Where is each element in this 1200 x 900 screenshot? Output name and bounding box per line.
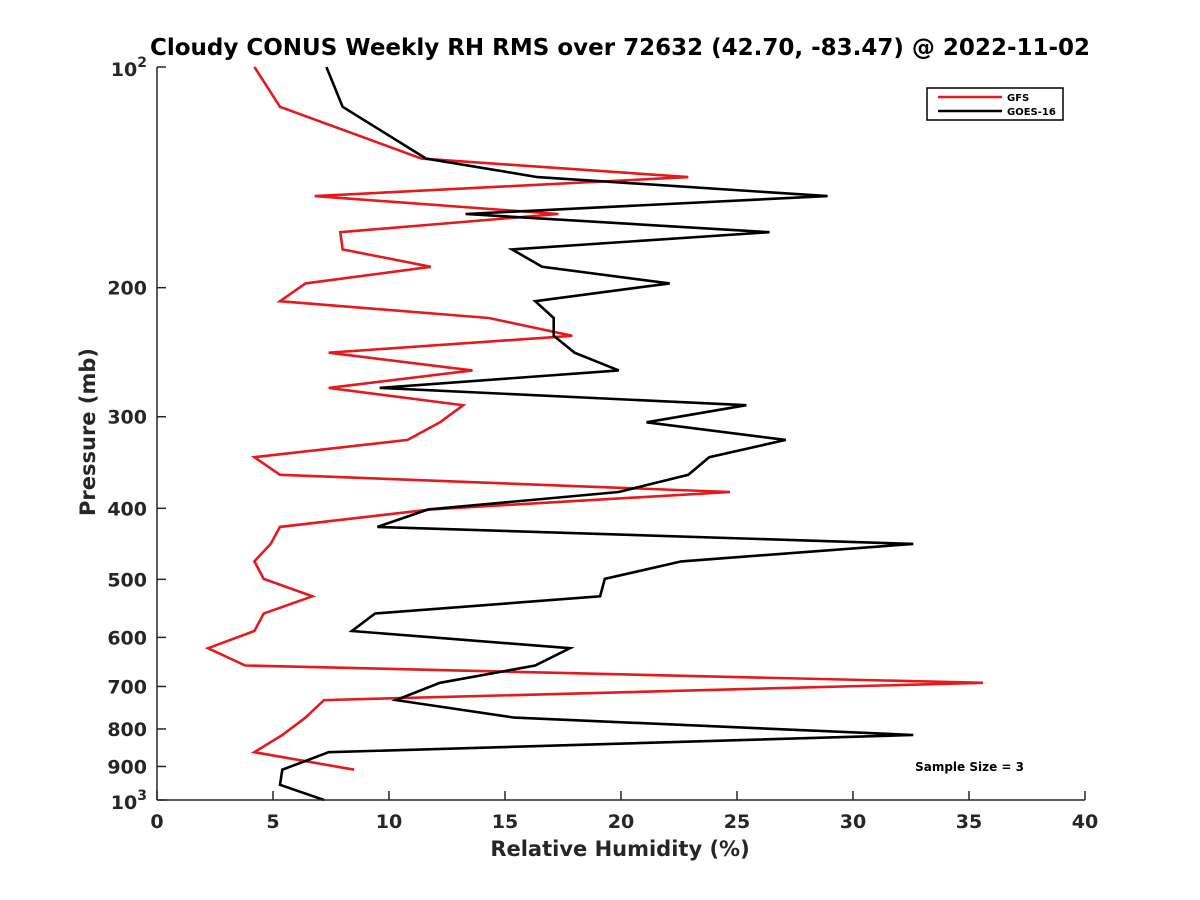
x-tick-label: 10 <box>376 811 402 833</box>
chart-title: Cloudy CONUS Weekly RH RMS over 72632 (4… <box>150 35 1090 61</box>
y-axis-title: Pressure (mb) <box>76 348 100 516</box>
x-tick-label: 5 <box>266 811 279 833</box>
x-tick-label: 40 <box>1072 811 1098 833</box>
sample-size-annotation: Sample Size = 3 <box>915 760 1024 774</box>
y-tick-label: 600 <box>107 627 147 649</box>
x-tick-label: 20 <box>608 811 634 833</box>
y-tick-label: 200 <box>107 278 147 300</box>
x-tick-label: 30 <box>840 811 866 833</box>
series-line-gfs <box>204 66 983 771</box>
y-tick-label: 700 <box>107 676 147 698</box>
legend: GFS GOES-16 <box>926 87 1064 121</box>
y-tick-label-bottom: 103 <box>111 788 147 814</box>
x-tick-label: 35 <box>956 811 982 833</box>
y-tick-label: 500 <box>107 569 147 591</box>
legend-label-goes16: GOES-16 <box>1007 107 1056 118</box>
y-tick-label: 300 <box>107 407 147 429</box>
axes-layer: 0 5 10 15 20 25 30 35 40 200 300 400 500 600 700 800 900… <box>107 55 1098 833</box>
y-tick-label: 900 <box>107 756 147 778</box>
y-tick-label-top: 102 <box>111 55 147 81</box>
x-tick-label: 0 <box>150 811 163 833</box>
series-layer <box>204 66 983 802</box>
x-axis-title: Relative Humidity (%) <box>490 837 749 861</box>
y-tick-label: 400 <box>107 498 147 520</box>
series-line-goes16 <box>278 66 914 802</box>
x-tick-label: 25 <box>724 811 750 833</box>
x-tick-label: 15 <box>492 811 518 833</box>
legend-box <box>926 87 1064 121</box>
y-tick-label: 800 <box>107 719 147 741</box>
legend-label-gfs: GFS <box>1007 93 1029 104</box>
